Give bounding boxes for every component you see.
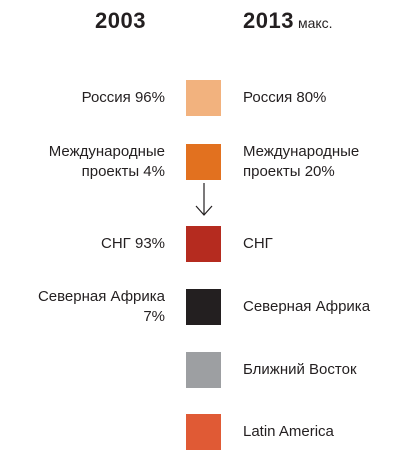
left-label: СНГ 93% <box>101 234 165 254</box>
label-line: СНГ 93% <box>101 235 165 252</box>
header-right-year: 2013 <box>243 8 294 33</box>
label-line: Ближний Восток <box>243 361 357 378</box>
swatch <box>186 226 221 262</box>
swatch <box>186 289 221 325</box>
right-label: Россия 80% <box>243 88 326 108</box>
left-label: Россия 96% <box>82 88 165 108</box>
right-label: СНГ <box>243 234 273 254</box>
label-line: Россия 80% <box>243 89 327 106</box>
label-line: Latin America <box>243 423 334 440</box>
right-label: Международные проекты 20% <box>243 142 359 182</box>
right-label: Северная Африка <box>243 297 370 317</box>
swatch <box>186 80 221 116</box>
right-label: Ближний Восток <box>243 360 357 380</box>
left-label: Международные проекты 4% <box>49 142 165 182</box>
label-line: проекты 4% <box>81 163 165 180</box>
arrow <box>195 183 213 216</box>
label-line: 7% <box>143 308 165 325</box>
label-line: Россия 96% <box>81 89 165 106</box>
left-label: Северная Африка 7% <box>38 287 165 327</box>
swatch <box>186 144 221 180</box>
label-line: Международные <box>243 143 360 160</box>
label-line: Северная Африка <box>37 288 165 305</box>
header-right: 2013 макс. <box>243 8 333 34</box>
swatch <box>186 352 221 388</box>
label-line: Северная Африка <box>243 298 371 315</box>
label-line: СНГ <box>243 235 273 252</box>
header-note: макс. <box>297 15 333 31</box>
header-left: 2003 <box>95 8 146 33</box>
label-line: проекты 20% <box>243 163 335 180</box>
swatch <box>186 414 221 450</box>
right-label: Latin America <box>243 422 334 442</box>
label-line: Международные <box>48 143 165 160</box>
